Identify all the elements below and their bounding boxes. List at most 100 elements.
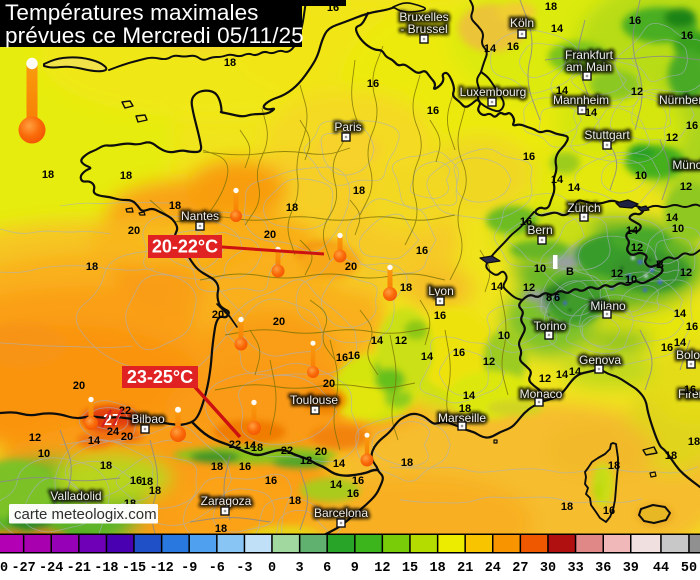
svg-text:10: 10 <box>38 448 50 460</box>
svg-text:36: 36 <box>595 561 611 576</box>
svg-text:am Main: am Main <box>566 60 612 74</box>
svg-text:Monaco: Monaco <box>520 387 563 401</box>
svg-text:Milano: Milano <box>590 299 626 313</box>
svg-text:20: 20 <box>323 378 335 390</box>
svg-text:14: 14 <box>556 369 569 381</box>
svg-text:16: 16 <box>239 461 251 473</box>
svg-text:22: 22 <box>229 439 241 451</box>
svg-text:-12: -12 <box>149 561 173 576</box>
svg-text:18: 18 <box>459 403 471 415</box>
svg-text:14: 14 <box>556 85 569 97</box>
svg-text:B: B <box>656 259 664 271</box>
svg-text:-24: -24 <box>39 561 63 576</box>
svg-text:Zürich: Zürich <box>567 201 600 215</box>
svg-text:16: 16 <box>603 505 615 517</box>
svg-text:18: 18 <box>149 485 161 497</box>
svg-text:-18: -18 <box>94 561 118 576</box>
svg-text:Barcelona: Barcelona <box>314 506 368 520</box>
svg-text:16: 16 <box>661 342 673 354</box>
svg-text:Mannheim: Mannheim <box>553 93 609 107</box>
svg-text:39: 39 <box>623 561 639 576</box>
svg-text:Torino: Torino <box>534 319 567 333</box>
svg-text:20: 20 <box>128 225 140 237</box>
svg-text:18: 18 <box>141 476 153 488</box>
svg-text:9: 9 <box>351 561 359 576</box>
svg-text:14: 14 <box>568 182 581 194</box>
svg-text:18: 18 <box>289 495 301 507</box>
svg-text:12: 12 <box>300 455 312 467</box>
svg-text:20: 20 <box>212 309 224 321</box>
svg-text:24: 24 <box>485 561 501 576</box>
svg-text:-30: -30 <box>0 561 8 576</box>
svg-text:14: 14 <box>585 107 598 119</box>
svg-text:50: 50 <box>681 561 697 576</box>
svg-text:14: 14 <box>491 281 504 293</box>
svg-text:prévues ce Mercredi 05/11/25: prévues ce Mercredi 05/11/25 <box>5 23 304 48</box>
svg-text:16: 16 <box>352 475 364 487</box>
svg-text:16: 16 <box>520 216 532 228</box>
svg-text:14: 14 <box>484 43 497 55</box>
svg-text:Stuttgart: Stuttgart <box>584 128 630 142</box>
svg-text:14: 14 <box>244 440 257 452</box>
svg-text:Bologna: Bologna <box>676 348 700 362</box>
svg-text:Mannheim: Mannheim <box>553 93 609 107</box>
svg-text:Bern: Bern <box>527 223 552 237</box>
svg-text:- Brussel: - Brussel <box>400 22 447 36</box>
svg-text:18: 18 <box>545 1 557 13</box>
svg-text:14: 14 <box>551 174 564 186</box>
svg-text:16: 16 <box>686 120 698 132</box>
svg-text:16: 16 <box>686 321 698 333</box>
svg-text:- Brussel: - Brussel <box>400 22 447 36</box>
svg-text:Marseille: Marseille <box>438 411 486 425</box>
svg-text:18: 18 <box>169 200 181 212</box>
svg-text:Nürnberg: Nürnberg <box>659 93 700 107</box>
svg-text:6: 6 <box>554 292 560 304</box>
svg-text:Paris: Paris <box>334 120 361 134</box>
svg-text:-3: -3 <box>236 561 252 576</box>
svg-text:16: 16 <box>681 30 693 42</box>
svg-text:22: 22 <box>281 445 293 457</box>
svg-text:16: 16 <box>684 384 696 396</box>
svg-text:Firenze: Firenze <box>678 387 700 401</box>
svg-text:14: 14 <box>371 335 384 347</box>
svg-text:Zaragoza: Zaragoza <box>201 494 252 508</box>
svg-text:Nürnberg: Nürnberg <box>659 93 700 107</box>
svg-text:12: 12 <box>680 267 692 279</box>
svg-text:14: 14 <box>569 366 582 378</box>
svg-text:Bruxelles: Bruxelles <box>399 10 448 24</box>
svg-text:Torino: Torino <box>534 319 567 333</box>
svg-text:Températures maximales: Températures maximales <box>5 0 259 25</box>
svg-text:Luxembourg: Luxembourg <box>460 85 527 99</box>
svg-text:14: 14 <box>674 308 687 320</box>
svg-text:Lyon: Lyon <box>428 284 454 298</box>
svg-text:14: 14 <box>88 435 101 447</box>
svg-text:Firenze: Firenze <box>678 387 700 401</box>
svg-text:8: 8 <box>546 292 552 304</box>
svg-text:18: 18 <box>665 450 677 462</box>
svg-text:20-22°C: 20-22°C <box>152 237 218 257</box>
svg-text:am Main: am Main <box>566 60 612 74</box>
svg-text:B: B <box>566 266 574 278</box>
svg-text:0: 0 <box>268 561 276 576</box>
svg-text:12: 12 <box>539 373 551 385</box>
svg-text:12: 12 <box>374 561 390 576</box>
svg-text:Barcelona: Barcelona <box>314 506 368 520</box>
svg-text:Zaragoza: Zaragoza <box>201 494 252 508</box>
svg-text:20: 20 <box>264 229 276 241</box>
svg-text:21: 21 <box>457 561 473 576</box>
svg-text:18: 18 <box>100 460 112 472</box>
svg-text:10: 10 <box>672 223 684 235</box>
svg-text:24: 24 <box>107 426 120 438</box>
svg-text:12: 12 <box>631 242 643 254</box>
svg-text:12: 12 <box>523 282 535 294</box>
svg-text:12: 12 <box>680 181 692 193</box>
svg-text:16: 16 <box>434 310 446 322</box>
svg-text:14: 14 <box>674 337 687 349</box>
svg-text:16: 16 <box>523 151 535 163</box>
svg-text:Nantes: Nantes <box>181 209 219 223</box>
svg-text:18: 18 <box>224 57 236 69</box>
svg-text:16: 16 <box>130 475 142 487</box>
svg-text:Köln: Köln <box>510 16 534 30</box>
svg-text:18: 18 <box>429 561 445 576</box>
svg-text:16: 16 <box>507 41 519 53</box>
